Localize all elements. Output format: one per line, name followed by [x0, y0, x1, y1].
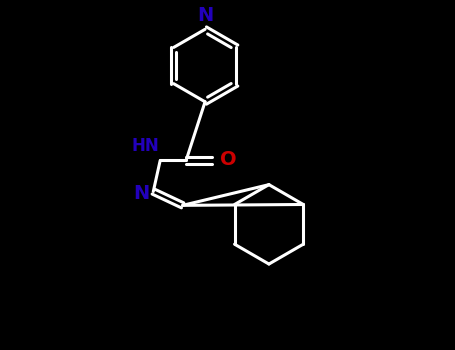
Text: O: O [220, 150, 236, 169]
Text: HN: HN [131, 137, 159, 155]
Text: N: N [133, 184, 149, 203]
Text: N: N [197, 6, 214, 25]
